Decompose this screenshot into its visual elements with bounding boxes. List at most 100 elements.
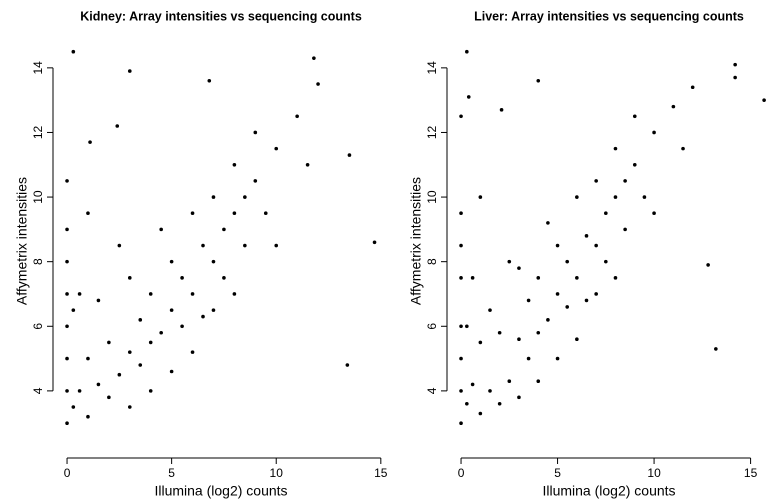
y-tick-label: 8	[31, 258, 45, 265]
point	[180, 276, 184, 280]
point	[546, 318, 550, 322]
point	[86, 356, 90, 361]
point	[466, 95, 471, 99]
point	[86, 211, 90, 216]
point	[222, 276, 226, 280]
point	[232, 162, 237, 167]
y-tick-label: 4	[425, 387, 439, 394]
y-tick-label: 14	[31, 61, 45, 75]
point	[190, 350, 195, 354]
point	[107, 395, 111, 400]
point	[169, 308, 174, 312]
point	[201, 314, 205, 319]
point	[488, 389, 492, 393]
point	[632, 162, 637, 167]
point	[65, 259, 69, 264]
point	[575, 337, 579, 342]
point	[613, 276, 618, 280]
point	[211, 259, 216, 264]
point	[127, 69, 132, 73]
x-tick-label: 15	[374, 466, 388, 480]
point	[211, 308, 216, 312]
point	[190, 292, 195, 296]
point	[470, 382, 475, 387]
point	[623, 227, 627, 232]
point	[536, 330, 541, 335]
point	[681, 146, 685, 151]
point	[127, 405, 132, 409]
point	[497, 330, 502, 335]
point	[180, 324, 184, 329]
point	[642, 195, 647, 199]
point	[623, 179, 627, 183]
point	[488, 308, 492, 312]
x-tick-label: 10	[270, 466, 284, 480]
point	[555, 292, 560, 296]
point	[526, 356, 531, 361]
x-tick-label: 0	[458, 466, 465, 480]
point	[632, 114, 637, 119]
point	[274, 243, 279, 248]
point	[499, 108, 504, 112]
point	[526, 298, 531, 303]
point	[594, 243, 598, 248]
point	[312, 56, 316, 60]
point	[465, 324, 469, 329]
y-tick-label: 6	[31, 323, 45, 330]
point	[345, 363, 350, 367]
point	[65, 356, 69, 361]
point	[88, 140, 92, 144]
point	[555, 356, 560, 361]
point	[575, 276, 579, 280]
point	[690, 85, 695, 90]
point	[71, 49, 76, 54]
point	[478, 411, 483, 416]
point	[604, 211, 608, 216]
point	[65, 421, 69, 425]
x-tick-label: 15	[744, 466, 758, 480]
point	[65, 227, 69, 232]
point	[65, 179, 69, 183]
point	[565, 305, 570, 309]
point	[159, 227, 163, 232]
point	[478, 195, 483, 199]
point	[584, 234, 589, 238]
point	[243, 243, 247, 248]
point	[107, 340, 111, 345]
point	[478, 340, 483, 345]
point	[546, 221, 550, 225]
chart-title: Liver: Array intensities vs sequencing c…	[474, 9, 744, 23]
point	[211, 195, 216, 199]
point	[77, 389, 82, 393]
point	[232, 292, 237, 296]
y-tick-label: 10	[31, 190, 45, 204]
point	[127, 350, 132, 354]
point	[459, 114, 463, 119]
point	[169, 369, 174, 374]
point	[555, 243, 560, 248]
point	[169, 259, 174, 264]
point	[117, 243, 122, 248]
point	[253, 179, 258, 183]
y-tick-label: 4	[31, 387, 45, 394]
point	[671, 104, 676, 109]
point	[117, 372, 122, 377]
point	[652, 130, 656, 135]
point	[459, 211, 463, 216]
chart-title: Kidney: Array intensities vs sequencing …	[80, 9, 362, 23]
point	[507, 259, 512, 264]
point	[295, 114, 299, 119]
point	[733, 62, 737, 67]
point	[65, 292, 69, 296]
point	[652, 211, 656, 216]
y-tick-label: 8	[425, 258, 439, 265]
point	[517, 395, 521, 400]
x-axis-label: Illumina (log2) counts	[542, 483, 675, 499]
point	[65, 389, 69, 393]
point	[96, 382, 101, 387]
point	[465, 402, 469, 406]
point	[243, 195, 247, 199]
point	[714, 347, 718, 351]
point	[733, 75, 737, 80]
